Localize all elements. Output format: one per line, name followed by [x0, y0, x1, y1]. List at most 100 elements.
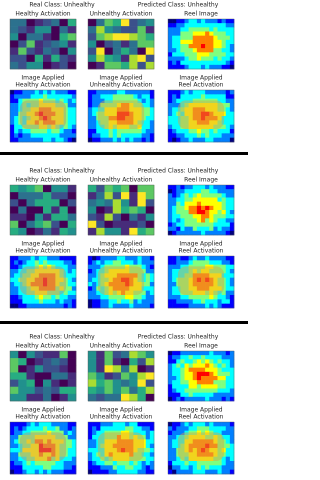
pixel [225, 273, 231, 278]
pixel [180, 107, 185, 112]
pixel [180, 31, 185, 36]
pixel [209, 23, 214, 28]
pixel [196, 129, 202, 134]
pixel [172, 27, 177, 32]
pixel [217, 137, 222, 143]
pixel [209, 197, 214, 202]
pixel [71, 439, 77, 444]
pixel [172, 388, 177, 393]
panel-title: Image Applied [21, 407, 64, 414]
pixel [38, 435, 44, 440]
pixel [172, 461, 177, 466]
pixel [176, 189, 181, 194]
pixel [104, 286, 109, 291]
pixel [209, 19, 214, 24]
pixel [217, 396, 222, 402]
pixel [225, 286, 231, 291]
overlay [97, 432, 145, 461]
pixel [137, 213, 147, 222]
pixel [201, 422, 206, 427]
pixel [26, 422, 31, 427]
pixel [172, 286, 177, 291]
pixel [104, 430, 109, 436]
pixel [188, 44, 194, 49]
pixel [225, 19, 231, 24]
pixel [188, 469, 194, 475]
pixel [141, 129, 147, 134]
pixel [59, 282, 64, 287]
pixel [209, 107, 214, 112]
pixel [168, 469, 173, 475]
pixel [88, 439, 93, 444]
pixel [112, 19, 122, 27]
pixel [18, 422, 23, 427]
pixel [47, 116, 52, 121]
panel-title: Healthy Activation [15, 82, 70, 89]
pixel [137, 299, 142, 304]
pixel [88, 303, 93, 309]
pixel [213, 367, 218, 373]
pixel [112, 465, 118, 470]
pixel [38, 133, 44, 138]
pixel [125, 422, 130, 427]
pixel [26, 103, 31, 108]
pixel [88, 107, 93, 112]
pixel [34, 192, 44, 200]
pixel [34, 461, 40, 466]
pixel [121, 94, 126, 99]
pixel [196, 107, 202, 112]
pixel [217, 201, 222, 207]
pixel [43, 185, 52, 193]
pixel [30, 461, 36, 466]
pixel [63, 103, 69, 108]
pixel [221, 94, 227, 99]
pixel [116, 303, 122, 309]
pixel [18, 137, 23, 143]
pixel [71, 129, 77, 134]
pixel [221, 27, 227, 32]
pixel [145, 120, 151, 125]
pixel [129, 124, 134, 130]
pixel [176, 133, 181, 138]
pixel [225, 90, 231, 95]
pixel [34, 448, 40, 453]
pixel [92, 120, 97, 125]
pixel [59, 111, 64, 117]
pixel [67, 40, 77, 48]
pixel [176, 282, 181, 287]
pixel [125, 448, 130, 453]
pixel [96, 372, 105, 380]
pixel [188, 456, 194, 462]
pixel [188, 452, 194, 457]
pixel [184, 299, 189, 304]
pixel [100, 426, 105, 431]
pixel [67, 379, 77, 388]
pixel [96, 213, 105, 222]
pixel [10, 465, 15, 470]
pixel [63, 295, 69, 300]
pixel [149, 277, 155, 283]
pixel [205, 367, 210, 373]
pixel [34, 365, 44, 373]
pixel [129, 295, 134, 300]
pixel [196, 299, 202, 304]
pixel [67, 426, 73, 431]
pixel [22, 456, 27, 462]
pixel [196, 448, 202, 453]
pixel [55, 120, 60, 125]
pixel [34, 47, 44, 56]
pixel [196, 103, 202, 108]
pixel [18, 461, 23, 466]
pixel [205, 185, 210, 190]
pixel [129, 443, 134, 449]
pixel [221, 90, 227, 95]
pixel [201, 124, 206, 130]
pixel [51, 206, 60, 214]
pixel [26, 90, 31, 95]
pixel [209, 116, 214, 121]
pixel [38, 430, 44, 436]
pixel [221, 435, 227, 440]
pixel [63, 129, 69, 134]
pixel [172, 185, 177, 190]
pixel [172, 107, 177, 112]
